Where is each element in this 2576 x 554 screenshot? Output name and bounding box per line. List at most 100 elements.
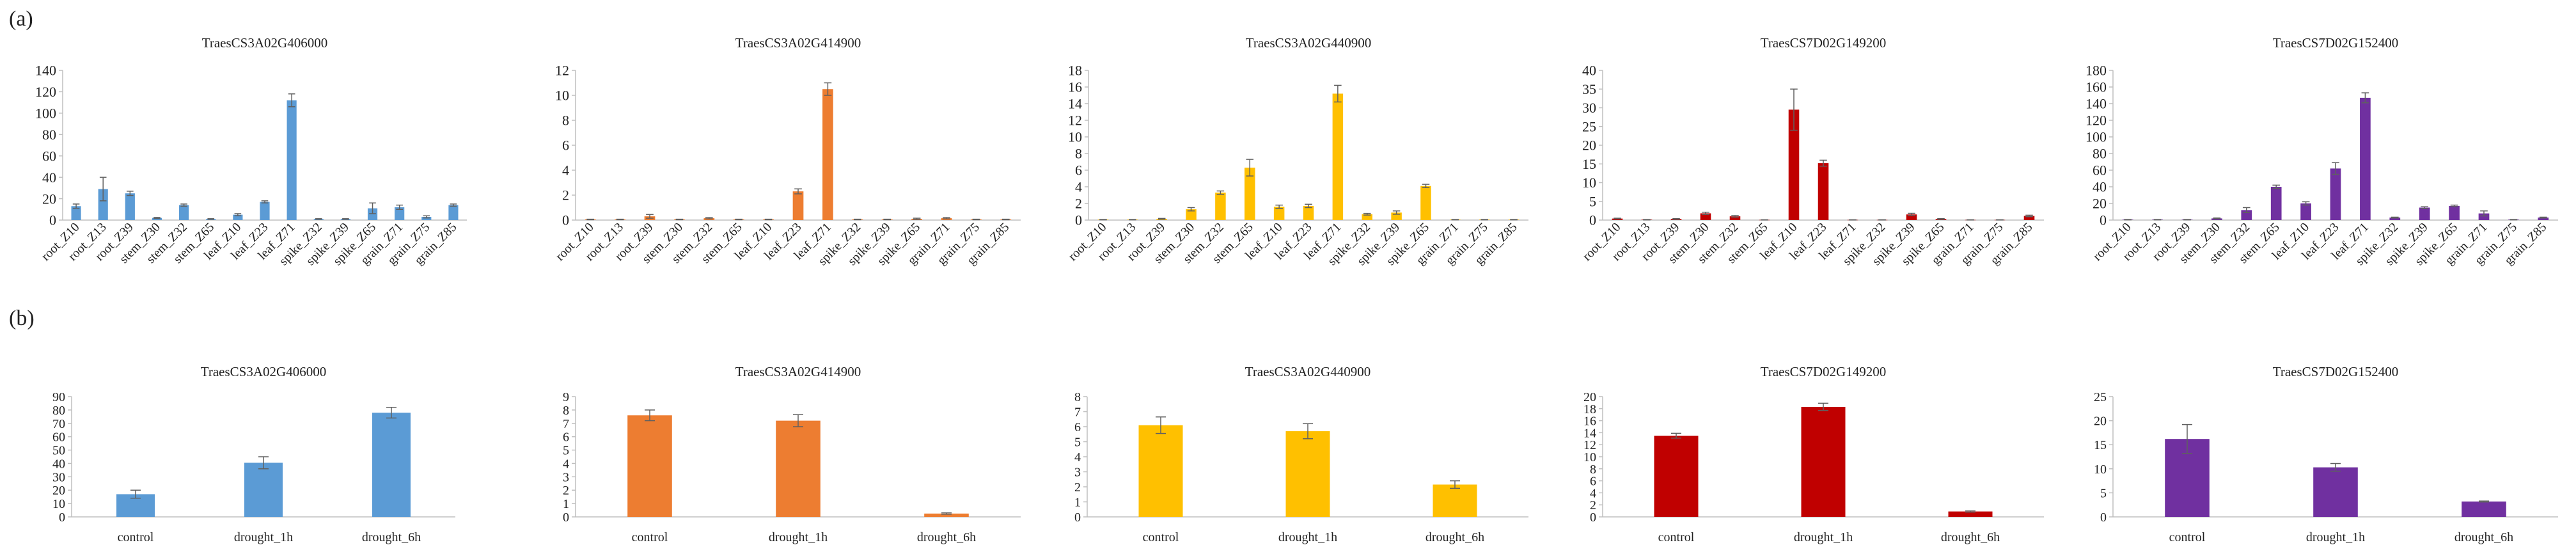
y-tick-label: 1 [563, 497, 569, 511]
y-tick-label: 20 [1583, 390, 1596, 404]
category-label: drought_6h [362, 530, 421, 544]
bar [179, 205, 189, 220]
bar [1654, 436, 1699, 517]
y-tick-label: 10 [555, 88, 569, 104]
y-tick-label: 0 [562, 212, 569, 228]
chart-a-5: TraesCS7D02G152400 0204060801001201401601… [2085, 35, 2558, 268]
y-tick-label: 12 [555, 63, 569, 79]
bar [1700, 213, 1711, 220]
y-tick-label: 60 [52, 431, 65, 445]
bar [1362, 214, 1372, 220]
charts-container: TraesCS3A02G406000020406080100120140root… [35, 35, 2558, 544]
category-label: drought_1h [1794, 530, 1853, 544]
category-label: control [118, 530, 154, 544]
y-tick-label: 0 [563, 510, 569, 525]
chart-title: TraesCS3A02G440900 [1246, 35, 1371, 51]
y-tick-label: 100 [35, 106, 56, 122]
bar [125, 193, 135, 220]
bar [1906, 214, 1917, 220]
bar [2462, 501, 2506, 517]
bar [395, 207, 405, 220]
y-tick-label: 3 [1074, 466, 1081, 480]
y-tick-label: 0 [2100, 510, 2107, 525]
y-tick-label: 4 [1074, 450, 1081, 464]
y-tick-label: 2 [1075, 196, 1082, 212]
y-tick-label: 12 [1068, 113, 1082, 129]
y-tick-label: 20 [52, 484, 65, 498]
chart-title: TraesCS3A02G406000 [202, 35, 327, 51]
y-tick-label: 90 [52, 390, 65, 404]
bar [421, 216, 432, 220]
bar [1948, 511, 1993, 517]
y-tick-label: 10 [1582, 175, 1596, 191]
bar [822, 89, 833, 220]
y-tick-label: 0 [2100, 212, 2107, 228]
bar [71, 206, 81, 220]
bar [98, 189, 108, 220]
category-label: control [1658, 530, 1695, 544]
y-tick-label: 7 [563, 417, 569, 431]
y-tick-label: 60 [2093, 162, 2107, 178]
y-tick-label: 160 [2085, 79, 2107, 95]
chart-title: TraesCS7D02G152400 [2273, 35, 2398, 51]
bar [792, 191, 804, 220]
y-tick-label: 2 [562, 187, 569, 203]
y-tick-label: 40 [2093, 179, 2107, 195]
y-tick-label: 16 [1583, 415, 1596, 429]
chart-title: TraesCS3A02G406000 [201, 364, 326, 379]
y-tick-label: 9 [563, 390, 569, 404]
y-tick-label: 4 [1590, 486, 1596, 500]
y-tick-label: 80 [52, 404, 65, 418]
y-tick-label: 40 [1582, 63, 1596, 79]
bar [2449, 205, 2460, 220]
bar [1391, 212, 1402, 220]
bar [1138, 425, 1183, 517]
y-tick-label: 5 [1074, 436, 1081, 450]
category-label: control [2169, 530, 2206, 544]
bar [367, 208, 378, 220]
y-tick-label: 0 [1074, 510, 1081, 525]
y-tick-label: 40 [52, 457, 65, 471]
y-tick-label: 140 [35, 63, 56, 79]
bar [2419, 207, 2430, 220]
y-tick-label: 30 [1582, 100, 1596, 116]
chart-title: TraesCS7D02G149200 [1761, 35, 1886, 51]
y-tick-label: 80 [2093, 146, 2107, 162]
y-tick-label: 6 [562, 138, 569, 154]
bar [1788, 109, 1800, 220]
y-tick-label: 25 [1582, 118, 1596, 134]
bar [1215, 193, 1226, 220]
y-tick-label: 14 [1583, 426, 1596, 440]
y-tick-label: 8 [1075, 146, 1082, 162]
bar [152, 218, 162, 220]
y-tick-label: 6 [1590, 475, 1596, 489]
bar [2313, 467, 2358, 517]
y-tick-label: 70 [52, 417, 65, 431]
bar [244, 463, 283, 517]
bar [627, 415, 672, 517]
y-tick-label: 30 [52, 470, 65, 484]
bar [2538, 218, 2549, 220]
y-tick-label: 20 [42, 191, 56, 207]
y-tick-label: 50 [52, 444, 65, 458]
bar [1801, 406, 1846, 517]
y-tick-label: 0 [59, 510, 65, 525]
bar [2270, 187, 2282, 220]
y-tick-label: 8 [563, 404, 569, 418]
y-tick-label: 8 [562, 113, 569, 129]
bar [260, 202, 270, 220]
bar [2300, 203, 2311, 220]
y-tick-label: 0 [1075, 212, 1082, 228]
y-tick-label: 3 [563, 470, 569, 484]
bar [1285, 431, 1330, 517]
y-tick-label: 180 [2085, 63, 2107, 79]
category-label: control [1143, 530, 1179, 544]
bar [233, 214, 243, 220]
y-tick-label: 5 [2100, 486, 2107, 500]
bar [2478, 213, 2490, 220]
category-label: drought_1h [234, 530, 293, 544]
y-tick-label: 2 [1074, 480, 1081, 495]
category-label: drought_6h [1941, 530, 2000, 544]
y-tick-label: 35 [1582, 81, 1596, 97]
